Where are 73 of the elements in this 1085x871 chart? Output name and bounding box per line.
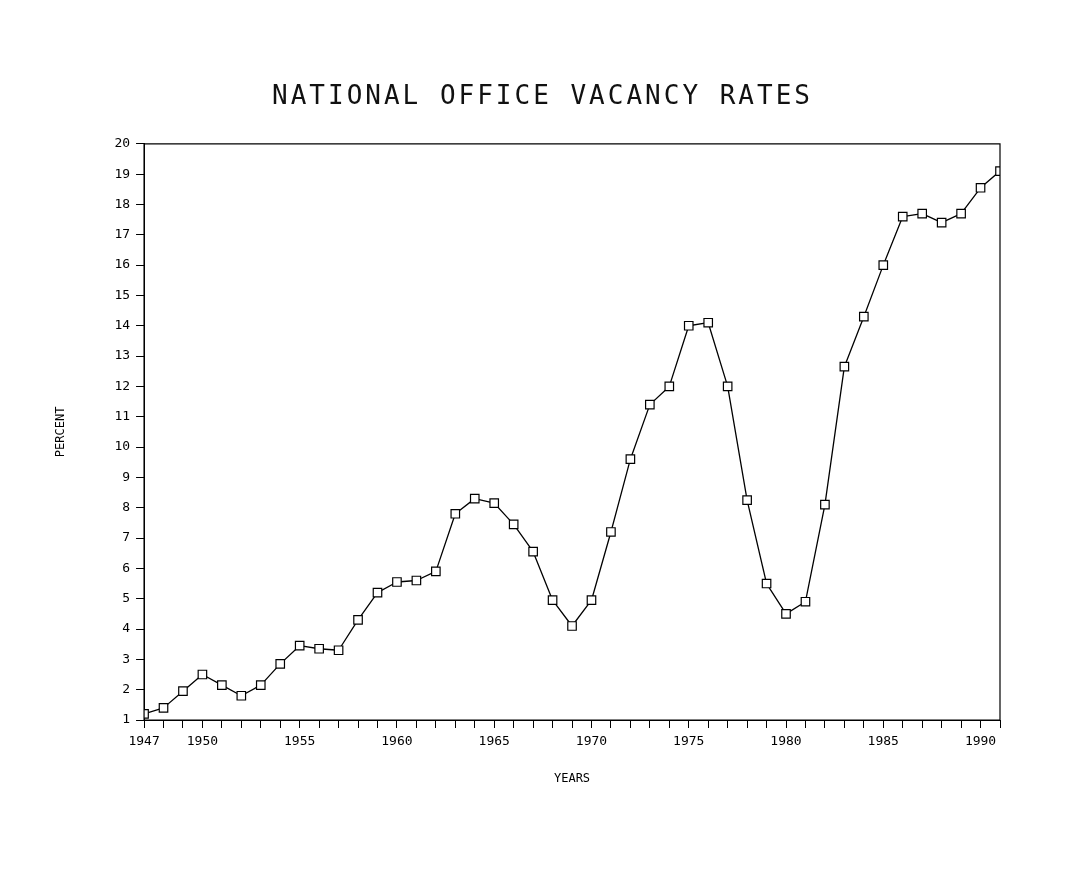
point xyxy=(158,703,169,713)
y-tick-label: 9 xyxy=(122,468,131,484)
y-tick-label: 6 xyxy=(122,559,131,575)
point xyxy=(606,527,616,537)
y-tick-label: 16 xyxy=(114,256,131,272)
point xyxy=(742,495,752,505)
point xyxy=(722,381,733,392)
x-tick-label: 1980 xyxy=(770,733,802,749)
point xyxy=(683,320,694,331)
x-tick-label: 1975 xyxy=(673,733,705,749)
point xyxy=(353,615,363,625)
y-tick-label: 5 xyxy=(122,590,131,606)
point xyxy=(255,680,266,690)
x-axis-title: YEARS xyxy=(553,770,591,785)
y-tick-label: 2 xyxy=(122,681,131,697)
y-tick-label: 4 xyxy=(122,620,131,636)
y-tick-label: 14 xyxy=(114,317,131,333)
x-tick-label: 1985 xyxy=(867,733,899,749)
point xyxy=(508,519,519,530)
point xyxy=(800,596,811,607)
point xyxy=(781,609,791,619)
point xyxy=(625,454,636,465)
y-tick-label: 11 xyxy=(114,408,131,424)
y-tick-label: 19 xyxy=(114,165,131,181)
point xyxy=(858,311,869,322)
point xyxy=(372,587,383,598)
y-tick-label: 8 xyxy=(122,499,131,515)
y-tick-label: 12 xyxy=(114,377,131,393)
point xyxy=(392,577,402,587)
point xyxy=(450,508,461,519)
x-tick-label: 1960 xyxy=(381,733,413,749)
point xyxy=(489,498,500,509)
point xyxy=(820,499,830,510)
point xyxy=(528,546,538,557)
point xyxy=(469,493,480,504)
point xyxy=(547,595,558,606)
x-tick-label: 1947 xyxy=(128,733,160,749)
point xyxy=(645,399,655,410)
point xyxy=(333,645,344,656)
point xyxy=(178,686,188,697)
point xyxy=(431,566,441,577)
point xyxy=(956,208,966,219)
y-tick-label: 3 xyxy=(122,650,131,666)
x-tick-label: 1970 xyxy=(575,733,608,749)
y-tick-label: 1 xyxy=(122,711,131,727)
point xyxy=(567,621,577,631)
y-tick-label: 10 xyxy=(114,438,131,454)
y-tick-label: 17 xyxy=(114,226,131,242)
point xyxy=(897,211,908,222)
y-tick-label: 18 xyxy=(114,195,131,211)
point xyxy=(664,381,675,392)
point xyxy=(878,260,889,270)
point xyxy=(217,680,227,690)
point xyxy=(314,643,324,654)
chart-title: NATIONAL OFFICE VACANCY RATES xyxy=(271,80,814,110)
x-tick-label: 1950 xyxy=(186,733,219,749)
point xyxy=(703,317,714,328)
point xyxy=(294,640,305,651)
y-tick-label: 15 xyxy=(114,286,131,302)
y-tick-label: 13 xyxy=(114,347,131,363)
y-tick-label: 20 xyxy=(114,135,131,151)
x-tick-label: 1955 xyxy=(284,733,316,749)
point xyxy=(236,690,247,701)
y-tick-label: 7 xyxy=(122,529,131,545)
x-tick-label: 1990 xyxy=(964,733,997,749)
point xyxy=(917,208,928,219)
point xyxy=(275,659,286,669)
x-tick-label: 1965 xyxy=(478,733,510,749)
point xyxy=(975,182,986,193)
point xyxy=(936,217,947,228)
point xyxy=(839,361,850,372)
y-axis-title: PERCENT xyxy=(53,406,68,458)
point xyxy=(586,595,597,606)
